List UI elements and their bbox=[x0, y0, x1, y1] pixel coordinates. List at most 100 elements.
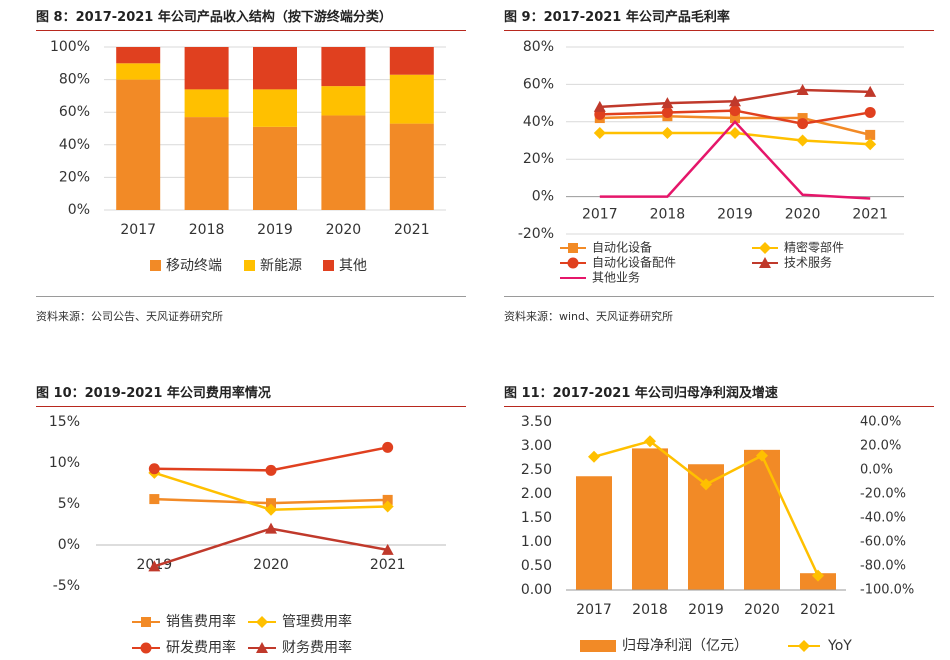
y-tick-label: 40% bbox=[59, 137, 90, 153]
y-left-tick-label: 3.00 bbox=[521, 438, 552, 454]
legend-label: 移动终端 bbox=[166, 258, 222, 274]
series-marker-0 bbox=[865, 129, 876, 140]
yoy-marker bbox=[700, 478, 712, 491]
figure-9-bottom-rule bbox=[504, 296, 934, 297]
y-right-tick-label: 40.0% bbox=[860, 415, 901, 430]
series-marker-0 bbox=[797, 113, 808, 124]
y-tick-label: 0% bbox=[58, 537, 80, 553]
y-right-tick-label: -80.0% bbox=[860, 559, 906, 574]
y-tick-label: 5% bbox=[58, 496, 80, 512]
series-marker-1 bbox=[265, 503, 277, 516]
series-marker-1 bbox=[796, 134, 809, 147]
legend-label: 财务费用率 bbox=[282, 639, 352, 656]
legend-marker bbox=[256, 616, 268, 628]
legend-label: 销售费用率 bbox=[166, 613, 236, 630]
y-left-tick-label: 3.50 bbox=[521, 414, 552, 430]
x-tick-label: 2017 bbox=[576, 602, 612, 618]
bar-2018-2 bbox=[184, 47, 229, 90]
series-marker-3 bbox=[381, 543, 394, 555]
series-marker-2 bbox=[729, 105, 741, 117]
y-left-tick-label: 1.50 bbox=[521, 510, 552, 526]
legend-marker bbox=[568, 243, 578, 253]
legend-marker bbox=[759, 257, 771, 268]
y-tick-label: 10% bbox=[49, 455, 80, 471]
figure-11-title-rule bbox=[504, 406, 934, 407]
legend-label: 其他业务 bbox=[592, 270, 640, 285]
x-tick-label: 2020 bbox=[326, 222, 362, 238]
x-tick-label: 2020 bbox=[785, 207, 821, 223]
bar-2021-2 bbox=[389, 47, 434, 75]
series-marker-3 bbox=[796, 84, 809, 96]
bar-2018-1 bbox=[184, 89, 229, 118]
x-tick-label: 2021 bbox=[800, 602, 836, 618]
figure-11-panel: 图 11：2017-2021 年公司归母净利润及增速 0.00 0.50 1.00 1… bbox=[504, 376, 934, 660]
series-marker-1 bbox=[661, 127, 674, 140]
series-marker-0 bbox=[382, 494, 393, 505]
legend-marker bbox=[567, 257, 579, 269]
legend-label: 管理费用率 bbox=[282, 613, 352, 630]
x-tick-label: 2017 bbox=[120, 222, 156, 238]
y-tick-label: 60% bbox=[59, 104, 90, 120]
series-marker-3 bbox=[148, 560, 161, 572]
y-right-tick-label: -60.0% bbox=[860, 535, 906, 550]
legend-marker bbox=[759, 242, 771, 254]
y-left-tick-label: 0.00 bbox=[521, 582, 552, 598]
series-marker-2 bbox=[265, 464, 277, 476]
y-tick-label: 80% bbox=[523, 39, 554, 55]
figure-8-bottom-rule bbox=[36, 296, 466, 297]
y-tick-label: 80% bbox=[59, 72, 90, 88]
figure-8-panel: 图 8：2017-2021 年公司产品收入结构（按下游终端分类） 0% 20% 40… bbox=[36, 0, 466, 330]
figure-11-chart: 0.00 0.50 1.00 1.50 2.00 2.50 3.00 3.50 -100.0% -… bbox=[521, 414, 914, 654]
bar-2017-0 bbox=[116, 79, 161, 210]
series-marker-3 bbox=[593, 100, 606, 112]
figure-9-source: 资料来源：wind、天风证券研究所 bbox=[504, 310, 674, 323]
bar-2017-2 bbox=[116, 47, 161, 64]
legend-marker bbox=[798, 640, 810, 652]
legend-label: 归母净利润（亿元） bbox=[622, 637, 748, 654]
y-tick-label: 60% bbox=[523, 76, 554, 92]
x-tick-label: 2021 bbox=[394, 222, 430, 238]
x-tick-label: 2018 bbox=[650, 207, 686, 223]
series-marker-1 bbox=[729, 127, 741, 140]
bar-2017-1 bbox=[116, 63, 161, 80]
series-line-4 bbox=[599, 119, 871, 200]
x-tick-label: 2019 bbox=[717, 207, 753, 223]
bar-2019-1 bbox=[253, 89, 297, 127]
yoy-marker bbox=[644, 435, 656, 448]
legend-swatch bbox=[323, 260, 334, 271]
bar-2021-1 bbox=[389, 74, 434, 124]
legend-label: 其他 bbox=[339, 258, 367, 274]
series-marker-3 bbox=[265, 522, 277, 534]
legend-swatch bbox=[150, 260, 161, 271]
legend-label: 精密零部件 bbox=[784, 240, 844, 255]
figure-9-panel: 图 9：2017-2021 年公司产品毛利率 -20% 0% 20% 40% 60% 80… bbox=[504, 0, 934, 330]
x-tick-label: 2021 bbox=[370, 557, 406, 573]
series-marker-2 bbox=[797, 118, 809, 130]
legend-swatch bbox=[244, 260, 255, 271]
y-right-tick-label: 20.0% bbox=[860, 439, 901, 454]
y-tick-label: 20% bbox=[523, 151, 554, 167]
figure-10-title: 图 10：2019-2021 年公司费用率情况 bbox=[36, 386, 271, 401]
y-right-tick-label: -100.0% bbox=[860, 583, 914, 598]
x-tick-label: 2017 bbox=[582, 207, 618, 223]
bar-2020-2 bbox=[321, 47, 366, 87]
series-marker-2 bbox=[661, 106, 673, 118]
figure-8-title: 图 8：2017-2021 年公司产品收入结构（按下游终端分类） bbox=[36, 10, 392, 25]
series-marker-0 bbox=[149, 494, 160, 505]
series-marker-2 bbox=[864, 106, 876, 118]
bar-2019-2 bbox=[253, 47, 297, 90]
bar-2021-0 bbox=[389, 123, 434, 210]
y-left-tick-label: 1.00 bbox=[521, 534, 552, 550]
y-tick-label: 0% bbox=[68, 202, 90, 218]
y-tick-label: 100% bbox=[50, 39, 90, 55]
bar-2020-1 bbox=[321, 86, 366, 116]
legend-marker bbox=[140, 642, 152, 654]
y-tick-label: -5% bbox=[53, 578, 80, 594]
bar-2020 bbox=[744, 449, 780, 590]
y-left-tick-label: 2.00 bbox=[521, 486, 552, 502]
y-tick-label: 15% bbox=[49, 414, 80, 430]
series-marker-0 bbox=[730, 113, 740, 124]
series-marker-3 bbox=[661, 97, 674, 109]
yoy-marker bbox=[812, 569, 824, 582]
y-tick-label: 20% bbox=[59, 169, 90, 185]
